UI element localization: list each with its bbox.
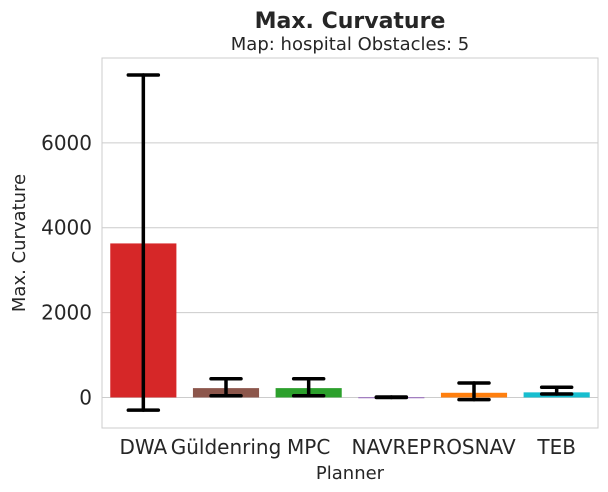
x-tick-label: TEB bbox=[536, 435, 576, 459]
x-tick-label: Güldenring bbox=[171, 435, 282, 459]
x-tick-label: NAVREP bbox=[352, 435, 432, 459]
error-bars-group bbox=[126, 73, 574, 412]
chart-subtitle: Map: hospital Obstacles: 5 bbox=[231, 34, 469, 55]
y-tick-labels: 0 2000 4000 6000 bbox=[41, 131, 92, 410]
plot-frame bbox=[101, 57, 599, 429]
y-tick-label: 4000 bbox=[41, 216, 92, 240]
grid-lines bbox=[102, 142, 598, 398]
x-axis-label: Planner bbox=[316, 463, 385, 484]
error-bar bbox=[126, 73, 161, 412]
chart-title: Max. Curvature bbox=[255, 9, 446, 34]
y-tick-label: 2000 bbox=[41, 301, 92, 325]
y-axis-label: Max. Curvature bbox=[9, 174, 30, 312]
x-tick-label: DWA bbox=[119, 435, 167, 459]
error-bar bbox=[539, 385, 574, 396]
x-tick-label: ROSNAV bbox=[432, 435, 516, 459]
x-tick-label: MPC bbox=[287, 435, 330, 459]
x-tick-labels: DWA Güldenring MPC NAVREP ROSNAV TEB bbox=[119, 435, 576, 459]
bars-group bbox=[110, 243, 590, 399]
error-bar bbox=[209, 377, 243, 398]
y-tick-label: 0 bbox=[79, 385, 92, 409]
error-bar bbox=[457, 381, 491, 402]
y-tick-label: 6000 bbox=[41, 131, 92, 155]
error-bar bbox=[291, 377, 326, 398]
